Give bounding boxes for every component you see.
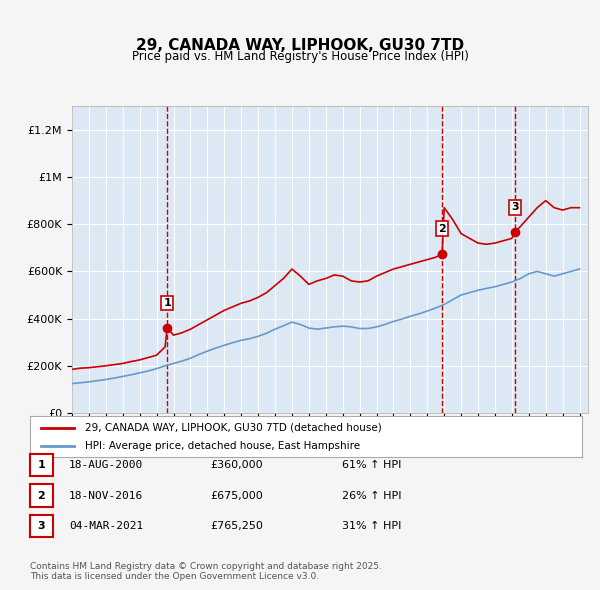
Text: Price paid vs. HM Land Registry's House Price Index (HPI): Price paid vs. HM Land Registry's House … xyxy=(131,50,469,63)
Text: 2: 2 xyxy=(438,224,446,234)
Text: £675,000: £675,000 xyxy=(210,491,263,500)
Text: 29, CANADA WAY, LIPHOOK, GU30 7TD: 29, CANADA WAY, LIPHOOK, GU30 7TD xyxy=(136,38,464,53)
Text: 61% ↑ HPI: 61% ↑ HPI xyxy=(342,460,401,470)
Text: 2: 2 xyxy=(38,491,45,500)
Text: Contains HM Land Registry data © Crown copyright and database right 2025.
This d: Contains HM Land Registry data © Crown c… xyxy=(30,562,382,581)
Text: £765,250: £765,250 xyxy=(210,522,263,531)
Text: 1: 1 xyxy=(163,298,171,308)
Text: HPI: Average price, detached house, East Hampshire: HPI: Average price, detached house, East… xyxy=(85,441,361,451)
Text: 31% ↑ HPI: 31% ↑ HPI xyxy=(342,522,401,531)
Text: 29, CANADA WAY, LIPHOOK, GU30 7TD (detached house): 29, CANADA WAY, LIPHOOK, GU30 7TD (detac… xyxy=(85,422,382,432)
Text: 3: 3 xyxy=(38,522,45,531)
Text: 3: 3 xyxy=(511,202,518,212)
Text: 18-AUG-2000: 18-AUG-2000 xyxy=(69,460,143,470)
Text: 18-NOV-2016: 18-NOV-2016 xyxy=(69,491,143,500)
Text: 26% ↑ HPI: 26% ↑ HPI xyxy=(342,491,401,500)
Text: 1: 1 xyxy=(38,460,45,470)
Text: 04-MAR-2021: 04-MAR-2021 xyxy=(69,522,143,531)
Text: £360,000: £360,000 xyxy=(210,460,263,470)
